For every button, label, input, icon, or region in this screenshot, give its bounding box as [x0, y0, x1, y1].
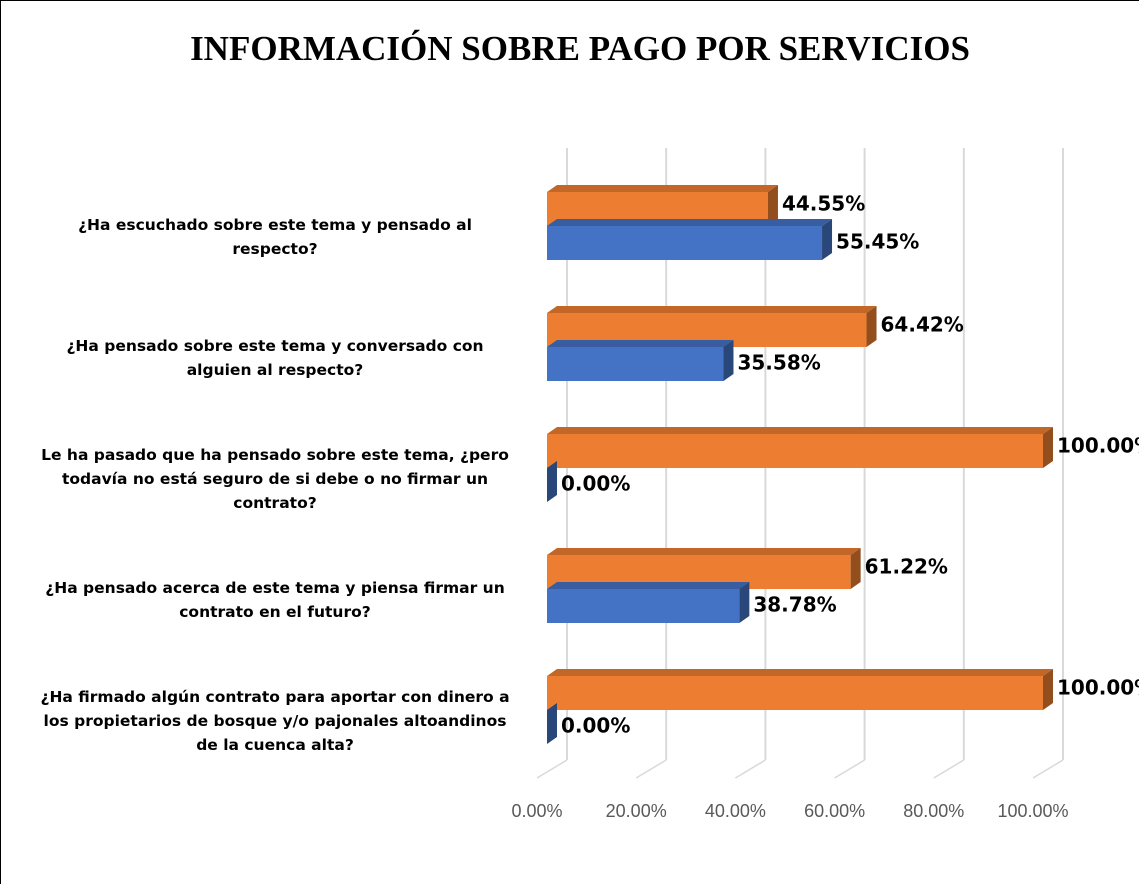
bar-side — [723, 340, 734, 381]
x-tick-label: 0.00% — [511, 801, 562, 821]
bar-front — [547, 434, 1043, 468]
x-tick-label: 100.00% — [997, 801, 1068, 821]
bar-front — [547, 676, 1043, 710]
bar-side — [822, 219, 833, 260]
bar-top — [547, 185, 778, 192]
data-label: 55.45% — [836, 230, 919, 254]
bar-side — [850, 548, 861, 589]
y-tick-label: ¿Ha escuchado sobre este tema y pensado … — [78, 216, 472, 258]
bar-top — [547, 669, 1053, 676]
bar-front — [547, 589, 740, 623]
data-label: 64.42% — [881, 313, 964, 337]
bar-top — [547, 219, 833, 226]
data-label: 44.55% — [782, 192, 865, 216]
x-tick-label: 20.00% — [606, 801, 667, 821]
floor-line — [933, 759, 965, 779]
data-label: 0.00% — [561, 472, 630, 496]
bar-side — [547, 703, 557, 744]
bar-side — [547, 461, 557, 502]
x-tick-label: 80.00% — [903, 801, 964, 821]
bar — [547, 669, 1053, 710]
chart-title: INFORMACIÓN SOBRE PAGO POR SERVICIOS — [190, 28, 970, 68]
bar-top — [547, 582, 750, 589]
data-label: 100.00% — [1057, 434, 1139, 458]
data-label: 0.00% — [561, 714, 630, 738]
bar-side — [739, 582, 750, 623]
bar — [547, 703, 557, 744]
bar — [547, 427, 1053, 468]
bar-front — [547, 347, 724, 381]
bar — [547, 461, 557, 502]
floor-line — [635, 759, 667, 779]
floor-line — [834, 759, 865, 779]
data-label: 35.58% — [737, 351, 820, 375]
data-label: 100.00% — [1057, 676, 1139, 700]
y-tick-label: Le ha pasado que ha pensado sobre este t… — [41, 446, 509, 512]
bar-top — [547, 427, 1053, 434]
floor-line — [536, 759, 568, 779]
bar — [547, 582, 750, 623]
bar-side — [1043, 427, 1053, 468]
y-tick-label: ¿Ha firmado algún contrato para aportar … — [40, 688, 510, 754]
bar-front — [547, 226, 823, 260]
bar — [547, 219, 833, 260]
bar-top — [547, 548, 861, 555]
floor-line — [735, 759, 766, 779]
data-label: 61.22% — [865, 555, 948, 579]
bar-top — [547, 306, 877, 313]
data-label: 38.78% — [753, 593, 836, 617]
bar-top — [547, 340, 734, 347]
floor-line — [1032, 759, 1064, 779]
y-tick-label: ¿Ha pensado sobre este tema y conversado… — [66, 337, 484, 379]
x-tick-label: 60.00% — [804, 801, 865, 821]
bar — [547, 340, 734, 381]
bar-side — [1043, 669, 1053, 710]
bar-side — [767, 185, 778, 226]
bar-side — [866, 306, 877, 347]
y-tick-label: ¿Ha pensado acerca de este tema y piensa… — [45, 579, 505, 621]
x-tick-label: 40.00% — [705, 801, 766, 821]
